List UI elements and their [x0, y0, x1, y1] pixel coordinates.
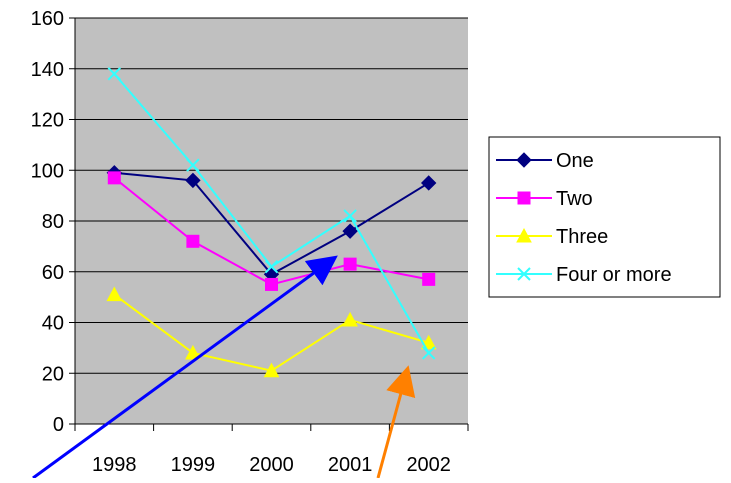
series-three — [106, 286, 437, 378]
orange-arrow — [376, 365, 416, 479]
y-tick-label: 0 — [53, 414, 64, 436]
data-point — [420, 175, 437, 191]
y-tick-label: 40 — [42, 313, 64, 335]
y-tick-label: 80 — [42, 211, 64, 233]
y-tick-label: 100 — [31, 160, 64, 182]
y-tick-label: 20 — [42, 363, 64, 385]
data-point — [186, 234, 200, 248]
data-point — [422, 272, 436, 286]
legend-marker — [516, 227, 532, 243]
data-point — [186, 158, 200, 172]
legend-entry: Two — [496, 188, 593, 210]
legend-marker — [517, 267, 531, 281]
annotations — [32, 255, 416, 480]
y-tick-label: 140 — [31, 59, 64, 81]
data-point — [342, 223, 358, 239]
legend-label: Four or more — [556, 264, 672, 286]
data-point — [185, 344, 201, 360]
data-point — [107, 171, 121, 185]
x-tick-label: 2002 — [406, 454, 451, 476]
series-two — [107, 171, 436, 291]
blue-arrow — [32, 255, 338, 480]
plot-area: 0 20 40 60 80 100 120 140 160 1998 1999 2000 2001 200… — [31, 8, 469, 476]
x-tick-label: 1998 — [92, 454, 137, 476]
x-tick-label: 1999 — [171, 454, 216, 476]
data-point — [343, 209, 357, 223]
data-point — [264, 259, 279, 274]
legend-label: Three — [556, 226, 608, 248]
series-four-or-more — [107, 67, 436, 360]
data-point — [265, 277, 278, 291]
y-tick-label: 120 — [31, 110, 64, 132]
data-point — [185, 172, 201, 189]
legend-label: Two — [556, 188, 593, 210]
data-point — [342, 311, 358, 327]
legend-entry: One — [496, 150, 594, 172]
legend-entry: Four or more — [496, 264, 672, 286]
x-tick-label: 2001 — [328, 454, 373, 476]
data-point — [263, 362, 280, 378]
legend-marker — [516, 152, 532, 168]
legend-label: One — [556, 150, 594, 172]
data-point — [421, 346, 436, 360]
legend-entry: Three — [496, 226, 608, 248]
legend-marker — [517, 191, 531, 205]
data-point — [343, 257, 357, 271]
y-tick-label: 60 — [42, 262, 64, 284]
x-tick-label: 2000 — [249, 454, 294, 476]
data-point — [107, 67, 122, 81]
legend: One Two Three Four or more — [488, 136, 721, 298]
y-tick-label: 160 — [31, 8, 64, 30]
data-point — [106, 286, 123, 302]
